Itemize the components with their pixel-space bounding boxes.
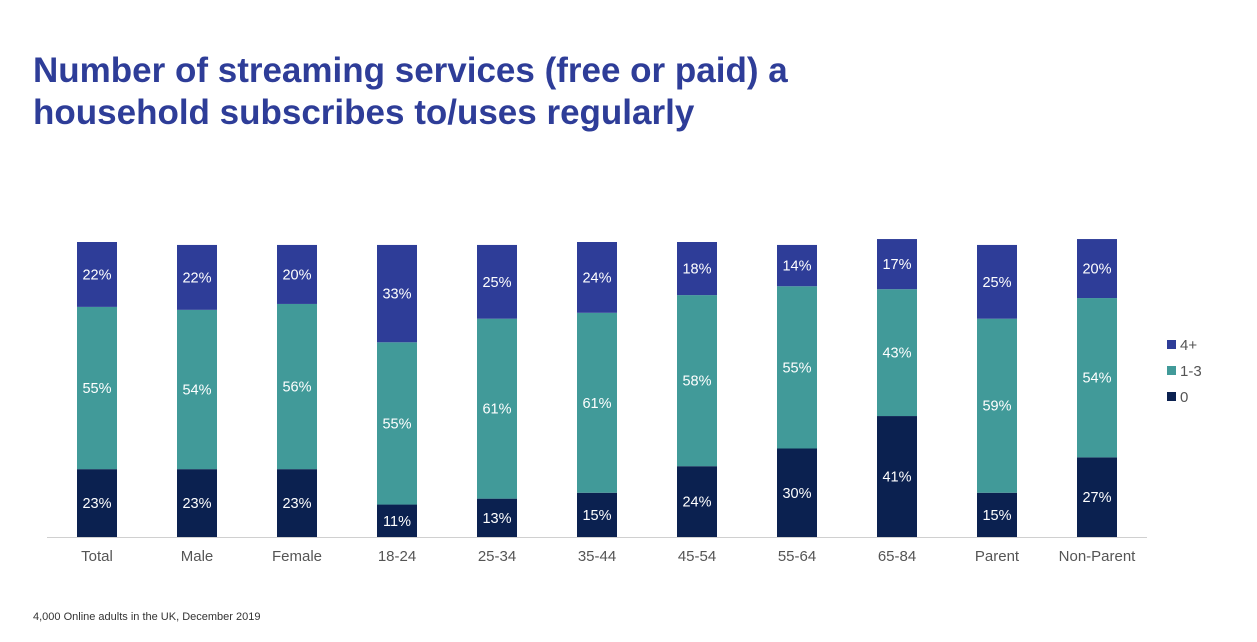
data-label: 54% bbox=[1082, 371, 1111, 387]
legend-swatch bbox=[1167, 392, 1176, 401]
bar-segment bbox=[377, 342, 417, 505]
legend-label: 1-3 bbox=[1180, 363, 1202, 380]
bar-segment bbox=[577, 312, 617, 493]
bar-segment bbox=[577, 492, 617, 537]
chart-title: Number of streaming services (free or pa… bbox=[33, 51, 788, 132]
legend-swatch bbox=[1167, 340, 1176, 349]
bar-segment bbox=[977, 244, 1017, 319]
data-label: 15% bbox=[582, 508, 611, 524]
legend-label: 0 bbox=[1180, 389, 1188, 406]
bar-segment bbox=[177, 244, 217, 310]
data-label: 56% bbox=[282, 380, 311, 396]
data-label: 59% bbox=[982, 399, 1011, 415]
data-label: 43% bbox=[882, 346, 911, 362]
legend-label: 4+ bbox=[1180, 337, 1197, 354]
bar-segment bbox=[777, 286, 817, 449]
data-label: 55% bbox=[782, 360, 811, 376]
bar-segment bbox=[177, 469, 217, 537]
bar-segment bbox=[77, 306, 117, 470]
x-tick-label: Parent bbox=[975, 548, 1020, 565]
bar-segment bbox=[977, 318, 1017, 493]
bar-segment bbox=[377, 244, 417, 343]
bar-segment bbox=[877, 289, 917, 417]
x-tick-label: Male bbox=[181, 548, 214, 565]
data-label: 54% bbox=[182, 383, 211, 399]
data-label: 23% bbox=[282, 496, 311, 512]
x-tick-label: 25-34 bbox=[478, 548, 516, 565]
bar-segment bbox=[677, 466, 717, 537]
data-label: 55% bbox=[382, 416, 411, 432]
data-label: 13% bbox=[482, 511, 511, 527]
x-tick-label: Total bbox=[81, 548, 113, 565]
data-label: 61% bbox=[482, 402, 511, 418]
x-tick-label: 55-64 bbox=[778, 548, 816, 565]
data-label: 25% bbox=[982, 275, 1011, 291]
data-label: 33% bbox=[382, 287, 411, 303]
bar-segment bbox=[477, 318, 517, 499]
data-label: 23% bbox=[182, 496, 211, 512]
bar-segment bbox=[77, 469, 117, 537]
data-label: 20% bbox=[282, 267, 311, 283]
bar-segment bbox=[277, 303, 317, 470]
bar-segment bbox=[777, 244, 817, 287]
x-tick-label: 35-44 bbox=[578, 548, 616, 565]
bar-segment bbox=[777, 448, 817, 537]
legend-swatch bbox=[1167, 366, 1176, 375]
bar-segment bbox=[477, 498, 517, 537]
bar-segment bbox=[477, 244, 517, 319]
x-tick-label: 65-84 bbox=[878, 548, 916, 565]
bar-segment bbox=[877, 416, 917, 537]
data-label: 18% bbox=[682, 262, 711, 278]
data-label: 30% bbox=[782, 486, 811, 502]
bar-segment bbox=[177, 309, 217, 470]
bar-segment bbox=[77, 242, 117, 307]
bar-segment bbox=[277, 469, 317, 537]
data-label: 61% bbox=[582, 396, 611, 412]
bar-segment bbox=[577, 242, 617, 313]
bar-segment bbox=[877, 239, 917, 290]
bar-segment bbox=[1077, 457, 1117, 537]
data-label: 22% bbox=[182, 270, 211, 286]
x-tick-label: Non-Parent bbox=[1059, 548, 1137, 565]
x-tick-label: Female bbox=[272, 548, 322, 565]
bar-segment bbox=[677, 242, 717, 296]
bar-segment bbox=[377, 504, 417, 537]
data-label: 15% bbox=[982, 508, 1011, 524]
x-tick-label: 45-54 bbox=[678, 548, 716, 565]
data-label: 24% bbox=[682, 495, 711, 511]
bar-segment bbox=[677, 295, 717, 467]
x-tick-label: 18-24 bbox=[378, 548, 416, 565]
footnote: 4,000 Online adults in the UK, December … bbox=[33, 611, 261, 623]
data-label: 17% bbox=[882, 257, 911, 273]
data-label: 25% bbox=[482, 275, 511, 291]
data-label: 55% bbox=[82, 381, 111, 397]
bar-segment bbox=[977, 492, 1017, 537]
data-label: 22% bbox=[82, 267, 111, 283]
data-label: 11% bbox=[383, 514, 411, 530]
bar-segment bbox=[1077, 298, 1117, 458]
data-label: 24% bbox=[582, 270, 611, 286]
data-label: 41% bbox=[882, 470, 911, 486]
bar-segment bbox=[1077, 239, 1117, 299]
bar-segment bbox=[277, 244, 317, 304]
data-label: 27% bbox=[1082, 490, 1111, 506]
data-label: 23% bbox=[82, 496, 111, 512]
data-label: 58% bbox=[682, 374, 711, 390]
data-label: 20% bbox=[1082, 262, 1111, 278]
data-label: 14% bbox=[782, 259, 811, 275]
